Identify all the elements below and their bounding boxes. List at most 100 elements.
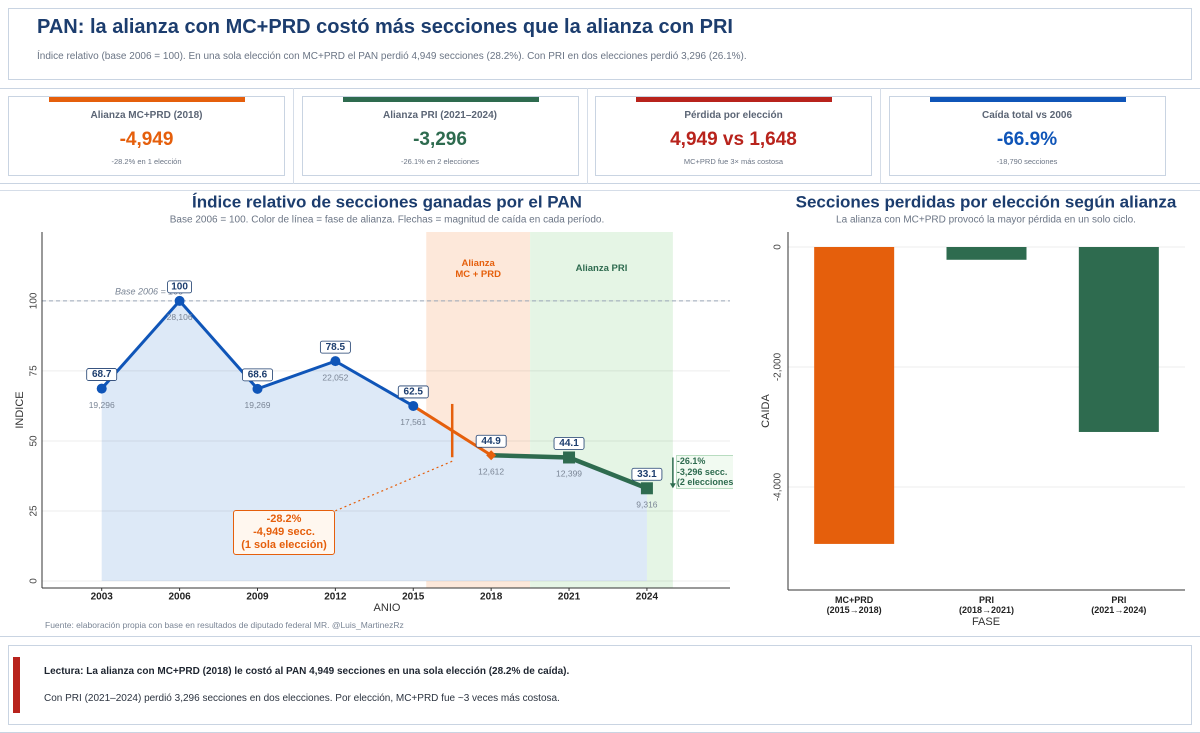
point [640,482,653,495]
point-label: 44.1 [553,437,585,450]
value-label: 68.7 [92,369,112,380]
footer-card: Lectura: La alianza con MC+PRD (2018) le… [8,645,1192,725]
kpi-color-bar [49,97,245,102]
point-label: 62.5 [397,385,429,399]
chart-title: Secciones perdidas por elección según al… [796,192,1177,211]
line-segment [334,359,415,408]
y-tick-label: 100 [29,292,40,309]
kpi-color-bar [929,97,1126,102]
kpi-value: 4,949 vs 1,648 [670,129,797,150]
y-tick-label: -2,000 [773,352,784,381]
section-label: 19,269 [244,400,270,410]
footer-lead: Lectura: La alianza con MC+PRD (2018) le… [44,666,570,677]
bar [1078,246,1159,432]
y-axis-label: CAIDA [760,394,772,428]
kpi-divider [586,88,588,184]
x-tick-label: 2006 [168,592,191,603]
x-tick-label: 2012 [324,592,347,603]
section-label: 22,052 [322,372,348,382]
source: Fuente: elaboración propia con base en r… [45,620,404,630]
value-label-box [86,368,118,381]
line-segment [568,455,648,491]
y-tick-label: 50 [29,435,40,447]
kpi-value: -66.9% [996,129,1058,150]
x-tick-label: 2018 [480,592,503,603]
kpi-card: Pérdida por elección 4,949 vs 1,648 MC+PRD… [595,96,872,176]
section-label: 17,561 [400,417,426,427]
kpi-card: Caída total vs 2006 -66.9% -18,790 seccion… [888,96,1166,176]
point-label: 44.9 [475,434,507,448]
x-tick-label: 2003 [91,592,114,603]
x-tick-label: 2024 [636,592,659,603]
baseline-label: Base 2006 = 100 [115,286,183,296]
kpi-value: -4,949 [119,129,174,150]
page-subtitle: Índice relativo (base 2006 = 100). En un… [37,51,747,62]
value-label: 44.1 [559,438,579,449]
section-label: 19,296 [89,400,115,410]
phase-label: Alianza PRI [575,263,628,274]
point-label: 68.7 [86,368,118,381]
y-axis-label: INDICE [14,391,26,428]
point-label: 68.6 [242,368,273,382]
value-label: 78.5 [326,342,346,353]
kpi-label: Alianza PRI (2021–2024) [383,110,497,121]
kpi-card: Alianza PRI (2021–2024) -3,296 -26.1% en 2… [301,96,579,176]
kpi-divider [880,88,881,184]
annotation-connector [334,460,453,512]
section-label: 28,106 [167,312,193,322]
value-label: 100 [171,282,188,293]
kpi-card: Alianza MC+PRD (2018) -4,949 -28.2% en 1 e… [8,96,285,176]
x-tick-label: PRI (2018→2021) [958,595,1015,615]
y-tick-label: 25 [29,505,40,517]
header-card: PAN: la alianza con MC+PRD costó más sec… [8,8,1192,80]
value-label: 62.5 [404,387,424,398]
kpi-color-bar [636,97,832,102]
x-tick-label: 2009 [246,592,269,603]
value-label: 44.9 [481,436,501,447]
section-label: 12,612 [478,466,504,476]
point [252,383,263,394]
chart-title: Índice relativo de secciones ganadas por… [192,192,582,211]
point-label: 100 [167,280,193,294]
section-label: 12,399 [556,469,582,479]
value-label: 33.1 [637,469,657,480]
section-label: 9,316 [636,500,658,510]
point [174,295,185,306]
y-tick-label: -4,000 [773,472,784,501]
point [330,356,341,367]
value-label-box [167,280,193,294]
bar [814,246,895,544]
x-tick-label: 2015 [402,592,425,603]
kpi-note: -28.2% en 1 elección [111,157,182,166]
kpi-label: Alianza MC+PRD (2018) [90,110,203,121]
y-tick-label: 0 [773,244,784,250]
chart-subtitle: La alianza con MC+PRD provocó la mayor p… [836,215,1136,226]
point [486,450,497,461]
x-tick-label: 2021 [558,592,581,603]
y-tick-label: 75 [29,365,40,377]
y-tick-label: 0 [29,578,40,584]
value-label-box [319,340,351,354]
x-tick-label: MC+PRD (2015→2018) [826,595,882,615]
x-axis-label: FASE [972,616,1000,628]
value-label-box [397,385,429,399]
arrow-head [669,483,676,489]
line-segment [256,359,336,391]
annotation: -26.1% -3,296 secc. (2 elecciones) [675,455,733,489]
point [563,451,576,464]
point [408,400,419,411]
kpi-value: -3,296 [413,129,467,150]
value-label-box [242,368,273,382]
footer-text: Con PRI (2021–2024) perdió 3,296 seccion… [44,693,560,704]
annotation: -28.2% -4,949 secc. (1 sola elección) [233,510,335,555]
x-axis-label: ANIO [374,602,401,614]
footer-accent [13,657,20,713]
phase-label: Alianza MC + PRD [455,258,501,280]
page-title: PAN: la alianza con MC+PRD costó más sec… [37,16,733,38]
x-tick-label: PRI (2021→2024) [1091,595,1147,615]
line-segment [491,452,570,460]
kpi-label: Pérdida por elección [684,110,783,121]
kpi-label: Caída total vs 2006 [981,110,1073,121]
